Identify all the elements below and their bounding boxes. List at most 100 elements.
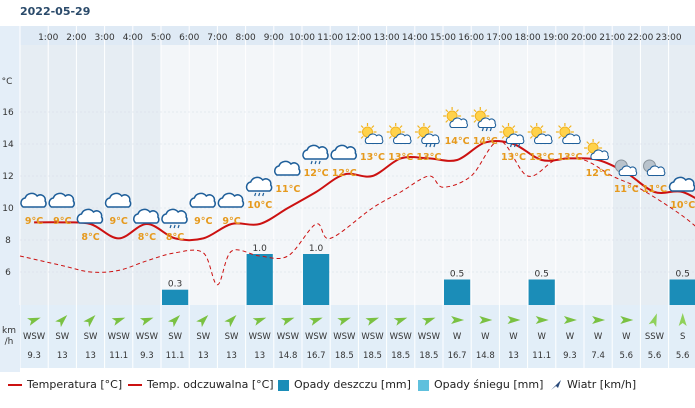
rain-drop <box>433 143 436 148</box>
wind-cell <box>302 305 330 368</box>
hour-band <box>668 45 695 305</box>
sun-cloud-icon <box>555 123 581 145</box>
rain-cloud-icon <box>245 176 273 197</box>
rain-drop <box>513 143 517 148</box>
temperature-value-label: 9°C <box>53 216 71 227</box>
wind-cell <box>387 305 415 368</box>
temperature-value-label: 13°C <box>416 152 441 163</box>
temperature-value-label: 12°C <box>332 168 357 179</box>
wind-arrow-icon <box>280 317 295 326</box>
wind-direction-label: W <box>481 332 490 342</box>
cloud-shape <box>618 165 638 177</box>
wind-speed-label: 18.5 <box>335 351 354 361</box>
wind-arrow-icon <box>551 380 561 390</box>
cloud-shape <box>189 192 216 208</box>
temperature-tick-label: 10 <box>2 204 14 214</box>
rain-drop <box>254 192 257 197</box>
temperature-value-label: 13°C <box>360 152 385 163</box>
sun-ray <box>360 135 364 139</box>
temperature-value-label: 8°C <box>138 232 156 243</box>
hour-label: 14:00 <box>402 33 428 43</box>
cloud-shape <box>534 133 553 145</box>
wind-arrow-icon <box>55 315 68 328</box>
wind-cell <box>612 305 640 368</box>
wind-arrow-shape <box>451 316 465 324</box>
hour-band <box>471 45 500 305</box>
wind-direction-label: WSW <box>277 332 300 342</box>
rain-drop <box>517 143 521 148</box>
wind-arrow-shape <box>309 317 323 326</box>
wind-arrow-icon <box>648 313 657 328</box>
cloud-shape <box>505 133 525 145</box>
wind-arrow-icon <box>139 317 154 326</box>
cloud-shape <box>48 192 75 208</box>
hour-band <box>104 45 133 305</box>
cloud-shape <box>302 144 329 160</box>
legend-temperature-label: Temperatura [°C] <box>27 378 123 391</box>
wind-arrow-icon <box>563 316 577 324</box>
hour-label: 21:00 <box>599 33 625 43</box>
sun-rain-cloud-icon <box>414 123 440 148</box>
wind-speed-label: 9.3 <box>140 351 154 361</box>
hour-label: 20:00 <box>571 33 597 43</box>
wind-speed-label: 5.6 <box>676 351 690 361</box>
wind-arrow-shape <box>55 315 68 328</box>
sun-ray <box>399 125 403 129</box>
hour-label: 19:00 <box>543 33 569 43</box>
legend-snow-label: Opady śniegu [mm] <box>434 378 544 391</box>
sun-ray <box>445 119 449 123</box>
wind-row: km/h WSW9.3SW13SW13WSW11.1WSW9.3SW11.1SW1… <box>2 313 690 361</box>
cloud-icon <box>104 192 132 208</box>
wind-arrow-shape <box>393 317 408 326</box>
small-cloud <box>562 133 581 145</box>
cloud-shape <box>161 208 188 224</box>
hour-label: 22:00 <box>627 33 653 43</box>
rain-drop <box>262 192 265 197</box>
wind-speed-label: 9.3 <box>563 351 577 361</box>
hour-label: 6:00 <box>179 33 199 43</box>
rain-bar-label: 0.5 <box>535 270 549 280</box>
wind-unit-label: /h <box>5 337 14 347</box>
sun-ray <box>484 109 488 113</box>
hour-band <box>386 45 415 305</box>
rain-bars: 0.3 1.0 1.0 0.5 0.5 0.5 <box>162 244 695 305</box>
legend-temperature: Temperatura [°C] <box>8 378 122 391</box>
sun-ray <box>596 141 600 145</box>
wind-direction-label: WSW <box>23 332 46 342</box>
sun-ray <box>586 141 590 145</box>
cloud-icon <box>133 208 160 224</box>
cloud-shape <box>477 117 497 129</box>
legend-rain-swatch <box>278 379 289 391</box>
wind-cell <box>358 305 387 368</box>
hour-label: 16:00 <box>458 33 484 43</box>
wind-speed-label: 13 <box>85 351 96 361</box>
rain-drop <box>310 160 313 165</box>
wind-direction-label: WSW <box>418 332 441 342</box>
hour-label: 15:00 <box>430 33 456 43</box>
wind-direction-label: SW <box>84 332 98 342</box>
wind-direction-label: SW <box>225 332 239 342</box>
wind-speed-label: 13 <box>226 351 237 361</box>
hour-band <box>189 45 218 305</box>
hour-band <box>414 45 443 305</box>
hour-bands <box>0 26 695 372</box>
wind-cell <box>443 305 471 368</box>
wind-arrow-icon <box>196 315 209 328</box>
temperature-value-label: 12°C <box>304 168 329 179</box>
sun-ray <box>540 125 544 129</box>
wind-cell <box>76 305 105 368</box>
wind-arrow-shape <box>620 316 634 324</box>
wind-direction-label: WSW <box>361 332 384 342</box>
rain-drop <box>425 143 428 148</box>
rain-cloud-icon <box>161 208 188 229</box>
wind-speed-label: 13 <box>508 351 519 361</box>
wind-arrow-icon <box>252 317 267 326</box>
temperature-value-label: 12°C <box>586 168 611 179</box>
small-cloud <box>646 165 666 177</box>
wind-speed-label: 11.1 <box>166 351 185 361</box>
sun-ray <box>417 135 421 139</box>
temperature-tick-label: 12 <box>2 172 13 182</box>
sun-cloud-icon <box>584 139 609 161</box>
legend-feels-like: Temp. odczuwalna [°C] <box>128 378 274 391</box>
small-cloud <box>618 165 638 177</box>
